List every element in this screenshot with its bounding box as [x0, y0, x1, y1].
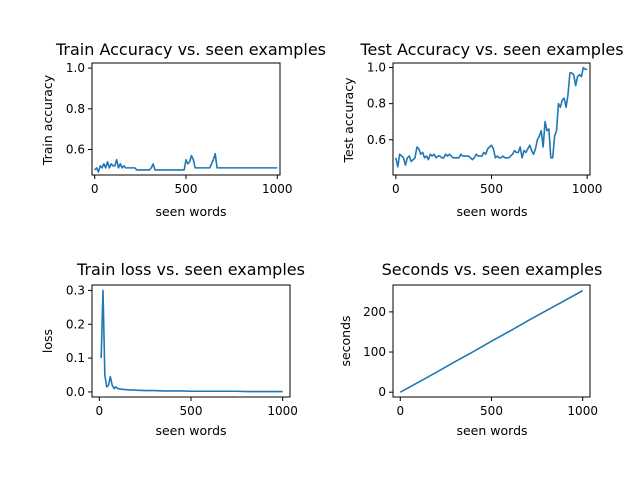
test-accuracy-ticks: 0 500 1000 0.6 0.8 1.0 [367, 61, 602, 196]
train-accuracy-series-line [94, 152, 278, 173]
train-loss-ytick-label: 0.0 [66, 385, 85, 399]
test-accuracy-xlabel: seen words [456, 204, 527, 219]
train-accuracy-xlabel: seen words [155, 204, 226, 219]
train-accuracy-ytick-label: 1.0 [66, 61, 85, 75]
test-accuracy-xtick-label: 1000 [572, 182, 603, 196]
train-accuracy-ytick-label: 0.8 [66, 102, 85, 116]
seconds-ytick-label: 100 [363, 345, 386, 359]
train-accuracy-marks [94, 152, 278, 173]
train-accuracy-ticks: 0 500 1000 0.6 0.8 1.0 [66, 61, 293, 196]
test-accuracy-ytick-label: 0.8 [367, 97, 386, 111]
seconds-marks [399, 289, 584, 393]
train-loss-xtick-label: 500 [180, 404, 203, 418]
test-accuracy-subplot: Test Accuracy vs. seen examples seen wor… [341, 40, 624, 219]
train-accuracy-ytick-label: 0.6 [66, 143, 85, 157]
train-loss-ytick-label: 0.3 [66, 283, 85, 297]
seconds-ytick-label: 200 [363, 305, 386, 319]
test-accuracy-ylabel: Test accuracy [341, 77, 356, 164]
seconds-subplot: Seconds vs. seen examples seen words sec… [338, 260, 602, 438]
train-loss-title: Train loss vs. seen examples [76, 260, 305, 279]
train-loss-ylabel: loss [40, 329, 55, 353]
train-loss-axes-frame [91, 284, 291, 398]
train-loss-xlabel: seen words [155, 423, 226, 438]
train-accuracy-subplot: Train Accuracy vs. seen examples seen wo… [40, 40, 326, 219]
seconds-xtick-label: 500 [480, 404, 503, 418]
train-accuracy-title: Train Accuracy vs. seen examples [55, 40, 326, 59]
seconds-series-line [399, 289, 584, 393]
test-accuracy-axes-frame [392, 62, 591, 176]
train-loss-ticks: 0 500 1000 0.0 0.1 0.2 0.3 [66, 283, 298, 418]
train-accuracy-xtick-label: 0 [91, 182, 99, 196]
test-accuracy-ytick-label: 0.6 [367, 133, 386, 147]
test-accuracy-xtick-label: 500 [480, 182, 503, 196]
test-accuracy-marks [395, 66, 588, 168]
train-loss-ytick-label: 0.1 [66, 351, 85, 365]
seconds-xlabel: seen words [456, 423, 527, 438]
test-accuracy-series-line [395, 66, 588, 168]
seconds-xtick-label: 1000 [567, 404, 598, 418]
train-accuracy-ylabel: Train accuracy [40, 74, 55, 166]
test-accuracy-xtick-label: 0 [392, 182, 400, 196]
train-accuracy-xtick-label: 500 [175, 182, 198, 196]
train-loss-subplot: Train loss vs. seen examples seen words … [40, 260, 305, 438]
train-loss-xtick-label: 1000 [267, 404, 298, 418]
train-accuracy-axes-frame [91, 62, 281, 176]
seconds-ticks: 0 500 1000 0 100 200 [363, 305, 598, 418]
seconds-title: Seconds vs. seen examples [382, 260, 603, 279]
seconds-xtick-label: 0 [396, 404, 404, 418]
train-accuracy-xtick-label: 1000 [262, 182, 293, 196]
test-accuracy-ytick-label: 1.0 [367, 61, 386, 75]
train-loss-ytick-label: 0.2 [66, 317, 85, 331]
train-loss-xtick-label: 0 [96, 404, 104, 418]
seconds-axes-frame [392, 284, 591, 398]
test-accuracy-title: Test Accuracy vs. seen examples [359, 40, 623, 59]
seconds-ylabel: seconds [338, 315, 353, 366]
train-loss-series-line [100, 289, 283, 393]
train-loss-marks [100, 289, 283, 393]
seconds-ytick-label: 0 [378, 385, 386, 399]
